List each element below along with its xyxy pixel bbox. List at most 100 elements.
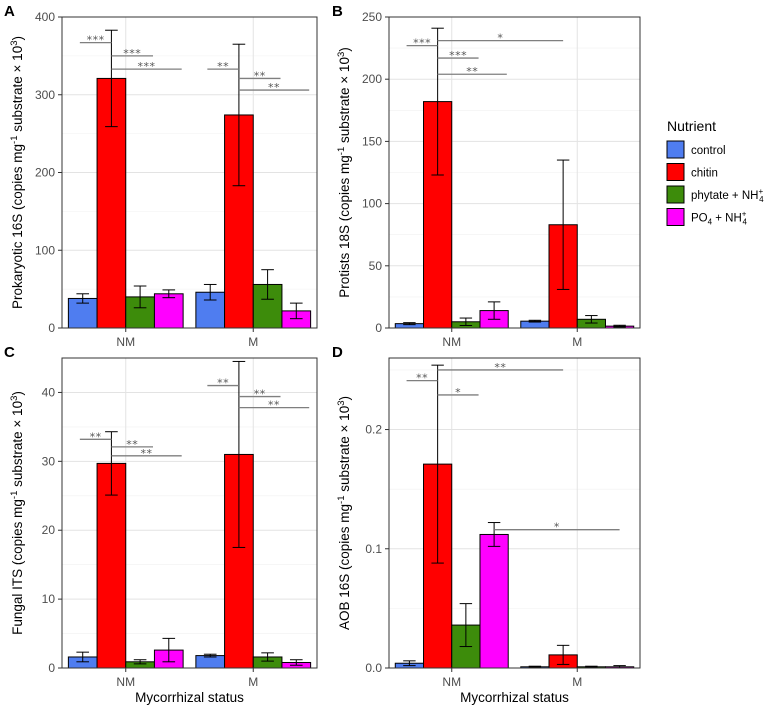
y-tick-label: 0 bbox=[48, 661, 55, 675]
legend-swatch-po4 bbox=[666, 208, 685, 226]
legend-label-part: + NH bbox=[712, 213, 742, 225]
y-axis-title-superscript: 3 bbox=[9, 396, 20, 401]
x-axis-title: Mycorrhizal status bbox=[460, 690, 569, 705]
y-axis-title-superscript: -1 bbox=[9, 491, 20, 499]
y-axis-title-superscript: -1 bbox=[336, 495, 347, 503]
significance-label: ** bbox=[254, 388, 266, 401]
y-tick-label: 200 bbox=[362, 72, 382, 86]
x-tick-label: NM bbox=[116, 335, 135, 349]
y-axis-title-part: substrate × 10 bbox=[337, 57, 352, 147]
significance-label: ** bbox=[466, 65, 478, 78]
y-axis-title-part: substrate × 10 bbox=[337, 406, 352, 496]
panel-letter: C bbox=[4, 344, 15, 361]
y-axis-title: AOB 16S (copies mg-1​ substrate × 103​) bbox=[336, 396, 352, 630]
legend-label-part: + bbox=[758, 187, 763, 196]
y-axis-title-part: ) bbox=[337, 47, 352, 52]
legend-swatch-chitin bbox=[666, 163, 685, 181]
legend-label-chitin: chitin bbox=[691, 168, 718, 180]
significance-label: *** bbox=[138, 60, 156, 73]
y-tick-label: 100 bbox=[35, 243, 55, 257]
panel-letter: D bbox=[332, 344, 343, 361]
x-tick-label: M bbox=[572, 675, 582, 689]
y-axis-title: Prokaryotic 16S (copies mg-1​ substrate … bbox=[9, 36, 25, 309]
y-tick-label: 10 bbox=[42, 592, 56, 606]
legend-title: Nutrient bbox=[667, 118, 716, 134]
y-tick-label: 0 bbox=[375, 321, 382, 335]
significance-label: *** bbox=[123, 47, 141, 60]
legend-label-part: 4 bbox=[708, 218, 713, 227]
x-tick-label: NM bbox=[442, 675, 461, 689]
y-axis-title-superscript: 3 bbox=[9, 40, 20, 45]
significance-label: ** bbox=[254, 69, 266, 82]
y-axis-title-superscript: 3 bbox=[336, 401, 347, 406]
y-tick-label: 400 bbox=[35, 10, 55, 24]
x-axis-title: Mycorrhizal status bbox=[135, 690, 244, 705]
x-tick-label: NM bbox=[116, 675, 135, 689]
y-tick-label: 200 bbox=[35, 166, 55, 180]
significance-label: ** bbox=[268, 81, 280, 94]
significance-label: * bbox=[554, 521, 560, 534]
bar-C-NM-chitin bbox=[96, 462, 127, 669]
legend-label-part: control bbox=[691, 145, 726, 157]
bar-D-NM-po4 bbox=[479, 533, 509, 669]
significance-label: ** bbox=[416, 372, 428, 385]
legend-label-part: PO bbox=[691, 213, 708, 225]
y-axis-title: Fungal ITS (copies mg-1​ substrate × 103… bbox=[9, 391, 25, 635]
y-tick-label: 0.0 bbox=[365, 661, 382, 675]
legend-label-part: chitin bbox=[691, 168, 718, 180]
x-tick-label: M bbox=[248, 675, 258, 689]
panel-letter: A bbox=[4, 3, 15, 20]
legend-label-po4: PO4 + NH+ 4 bbox=[691, 210, 747, 227]
y-tick-label: 20 bbox=[42, 523, 56, 537]
significance-label: ** bbox=[268, 399, 280, 412]
x-tick-label: M bbox=[248, 335, 258, 349]
y-tick-label: 0 bbox=[48, 321, 55, 335]
y-axis-title-part: Fungal ITS (copies mg bbox=[10, 499, 25, 635]
x-tick-label: M bbox=[572, 335, 582, 349]
y-axis-title-part: Prokaryotic 16S (copies mg bbox=[10, 144, 25, 309]
legend-label-part: + bbox=[742, 210, 747, 219]
y-axis-title: Protists 18S (copies mg-1​ substrate × 1… bbox=[336, 47, 352, 298]
legend-label-phytate: phytate + NH+ 4 bbox=[691, 187, 764, 204]
panel-letter: B bbox=[332, 3, 343, 20]
y-tick-label: 0.1 bbox=[365, 542, 382, 556]
significance-label: ** bbox=[126, 438, 138, 451]
y-tick-label: 0.2 bbox=[365, 423, 382, 437]
y-axis-title-part: ) bbox=[10, 391, 25, 396]
significance-label: ** bbox=[217, 60, 229, 73]
bar-A-NM-po4 bbox=[153, 293, 184, 329]
y-tick-label: 50 bbox=[369, 259, 383, 273]
significance-label: ** bbox=[141, 447, 153, 460]
significance-label: * bbox=[497, 32, 503, 45]
plot-border bbox=[388, 16, 641, 329]
plot-border bbox=[388, 357, 641, 669]
significance-label: ** bbox=[217, 377, 229, 390]
legend-label-control: control bbox=[691, 145, 726, 157]
significance-label: *** bbox=[449, 49, 467, 62]
y-tick-label: 30 bbox=[42, 454, 56, 468]
legend-label-part: 4 bbox=[742, 218, 747, 227]
significance-label: *** bbox=[413, 37, 431, 50]
y-axis-title-part: AOB 16S (copies mg bbox=[337, 504, 352, 630]
y-axis-title-part: substrate × 10 bbox=[10, 401, 25, 491]
legend-swatch-phytate bbox=[666, 185, 685, 204]
y-tick-label: 40 bbox=[42, 385, 56, 399]
y-axis-title-part: ) bbox=[10, 36, 25, 41]
y-axis-title-superscript: -1 bbox=[9, 135, 20, 143]
x-tick-label: NM bbox=[442, 335, 461, 349]
y-tick-label: 300 bbox=[35, 88, 55, 102]
plot-border bbox=[61, 357, 318, 669]
significance-label: *** bbox=[87, 34, 105, 47]
legend-label-part: phytate + NH bbox=[691, 190, 758, 202]
significance-label: * bbox=[455, 386, 461, 399]
significance-label: ** bbox=[494, 361, 506, 374]
y-axis-title-part: ) bbox=[337, 396, 352, 401]
legend-swatch-control bbox=[666, 140, 685, 159]
y-axis-title-part: Protists 18S (copies mg bbox=[337, 155, 352, 298]
